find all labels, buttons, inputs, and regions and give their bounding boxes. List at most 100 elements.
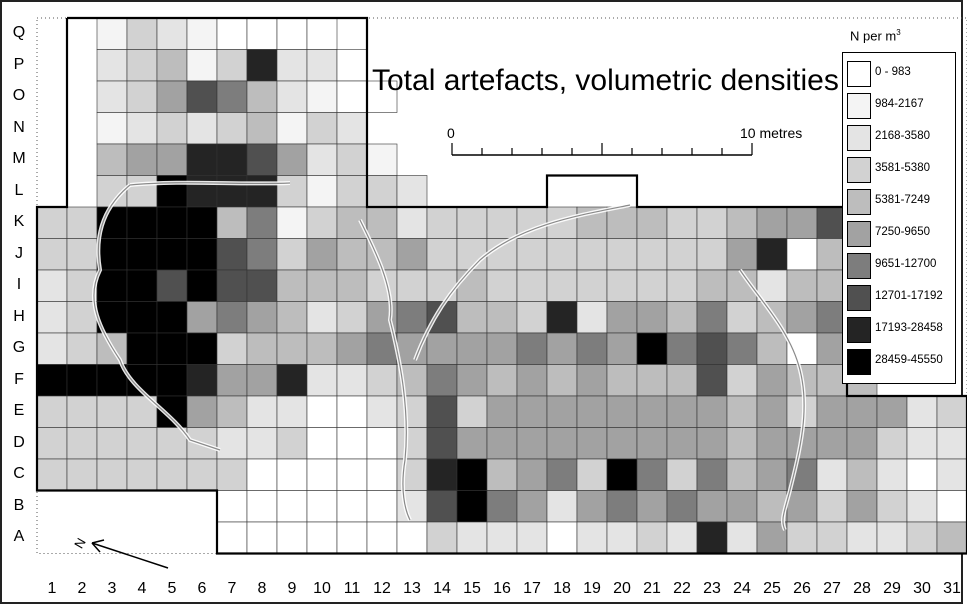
- grid-cell-I12: [366, 269, 398, 302]
- grid-cell-B8: [246, 490, 278, 523]
- grid-cell-F23: [696, 364, 728, 397]
- grid-cell-J3: [96, 238, 128, 271]
- grid-cell-J23: [696, 238, 728, 271]
- grid-cell-B14: [426, 490, 458, 523]
- grid-cell-G12: [366, 332, 398, 365]
- grid-cell-E18: [546, 395, 578, 428]
- column-label: 23: [703, 580, 721, 597]
- grid-cell-A23: [696, 521, 728, 554]
- legend-entry: 5381-7249: [843, 187, 955, 216]
- grid-cell-D12: [366, 427, 398, 460]
- column-label: 22: [673, 580, 691, 597]
- grid-cell-H9: [276, 301, 308, 334]
- grid-cell-E13: [396, 395, 428, 428]
- legend-swatch: [847, 317, 871, 343]
- grid-cell-C4: [126, 458, 158, 491]
- grid-cell-C6: [186, 458, 218, 491]
- grid-cell-I21: [636, 269, 668, 302]
- grid-cell-L12: [366, 175, 398, 208]
- column-label: 16: [493, 580, 511, 597]
- grid-cell-E11: [336, 395, 368, 428]
- grid-cell-D14: [426, 427, 458, 460]
- grid-cell-D29: [876, 427, 908, 460]
- grid-cell-I23: [696, 269, 728, 302]
- grid-cell-J19: [576, 238, 608, 271]
- grid-cell-F17: [516, 364, 548, 397]
- grid-cell-J10: [306, 238, 338, 271]
- grid-cell-A28: [846, 521, 878, 554]
- grid-cell-F15: [456, 364, 488, 397]
- column-label: 18: [553, 580, 571, 597]
- grid-cell-H16: [486, 301, 518, 334]
- grid-cell-A17: [516, 521, 548, 554]
- grid-cell-A10: [306, 521, 338, 554]
- grid-cell-K1: [36, 206, 68, 239]
- grid-cell-N6: [186, 112, 218, 145]
- grid-cell-G6: [186, 332, 218, 365]
- legend-label: 7250-9650: [875, 226, 930, 238]
- column-label: 31: [943, 580, 961, 597]
- column-label: 30: [913, 580, 931, 597]
- legend-label: 984-2167: [875, 98, 924, 110]
- row-label: K: [13, 213, 25, 230]
- grid-cell-A11: [336, 521, 368, 554]
- grid-cell-E28: [846, 395, 878, 428]
- grid-cell-Q6: [186, 17, 218, 50]
- grid-cell-I22: [666, 269, 698, 302]
- column-label: 10: [313, 580, 331, 597]
- grid-cell-P9: [276, 49, 308, 82]
- grid-cell-E19: [576, 395, 608, 428]
- legend-entry: 984-2167: [843, 91, 955, 120]
- grid-cell-H21: [636, 301, 668, 334]
- grid-cell-B21: [636, 490, 668, 523]
- grid-cell-K25: [756, 206, 788, 239]
- grid-cell-K21: [636, 206, 668, 239]
- grid-cell-E17: [516, 395, 548, 428]
- legend-swatch: [847, 349, 871, 375]
- grid-cell-Q9: [276, 17, 308, 50]
- grid-cell-J21: [636, 238, 668, 271]
- excavation-outline: [35, 16, 967, 555]
- grid-cell-G22: [666, 332, 698, 365]
- grid-cell-L7: [216, 175, 248, 208]
- grid-cell-Q7: [216, 17, 248, 50]
- column-label: 11: [343, 580, 361, 597]
- grid-cell-C28: [846, 458, 878, 491]
- legend-swatch: [847, 221, 871, 247]
- grid-cell-L13: [396, 175, 428, 208]
- grid-cell-B23: [696, 490, 728, 523]
- grid-cell-A14: [426, 521, 458, 554]
- grid-cell-C8: [246, 458, 278, 491]
- grid-cell-G10: [306, 332, 338, 365]
- grid-cell-N3: [96, 112, 128, 145]
- grid-cell-G5: [156, 332, 188, 365]
- grid-cell-E10: [306, 395, 338, 428]
- column-label: 17: [523, 580, 541, 597]
- grid-cell-F10: [306, 364, 338, 397]
- grid-cell-E30: [906, 395, 938, 428]
- grid-cell-M9: [276, 143, 308, 176]
- grid-cell-F5: [156, 364, 188, 397]
- legend-label: 5381-7249: [875, 194, 930, 206]
- grid-cell-C14: [426, 458, 458, 491]
- grid-cell-J17: [516, 238, 548, 271]
- grid-cell-F16: [486, 364, 518, 397]
- grid-cell-K20: [606, 206, 638, 239]
- legend-swatch: [847, 93, 871, 119]
- legend-entry: 17193-28458: [843, 315, 955, 344]
- grid-cell-B30: [906, 490, 938, 523]
- grid-cell-P5: [156, 49, 188, 82]
- grid-cell-F2: [66, 364, 98, 397]
- grid-cell-K10: [306, 206, 338, 239]
- grid-cell-A31: [936, 521, 967, 554]
- grid-cell-H20: [606, 301, 638, 334]
- grid-cell-C2: [66, 458, 98, 491]
- grid-cell-A21: [636, 521, 668, 554]
- grid-cell-K26: [786, 206, 818, 239]
- grid-cell-D16: [486, 427, 518, 460]
- grid-cell-E3: [96, 395, 128, 428]
- grid-cell-K5: [156, 206, 188, 239]
- grid-cell-G7: [216, 332, 248, 365]
- grid-cell-D17: [516, 427, 548, 460]
